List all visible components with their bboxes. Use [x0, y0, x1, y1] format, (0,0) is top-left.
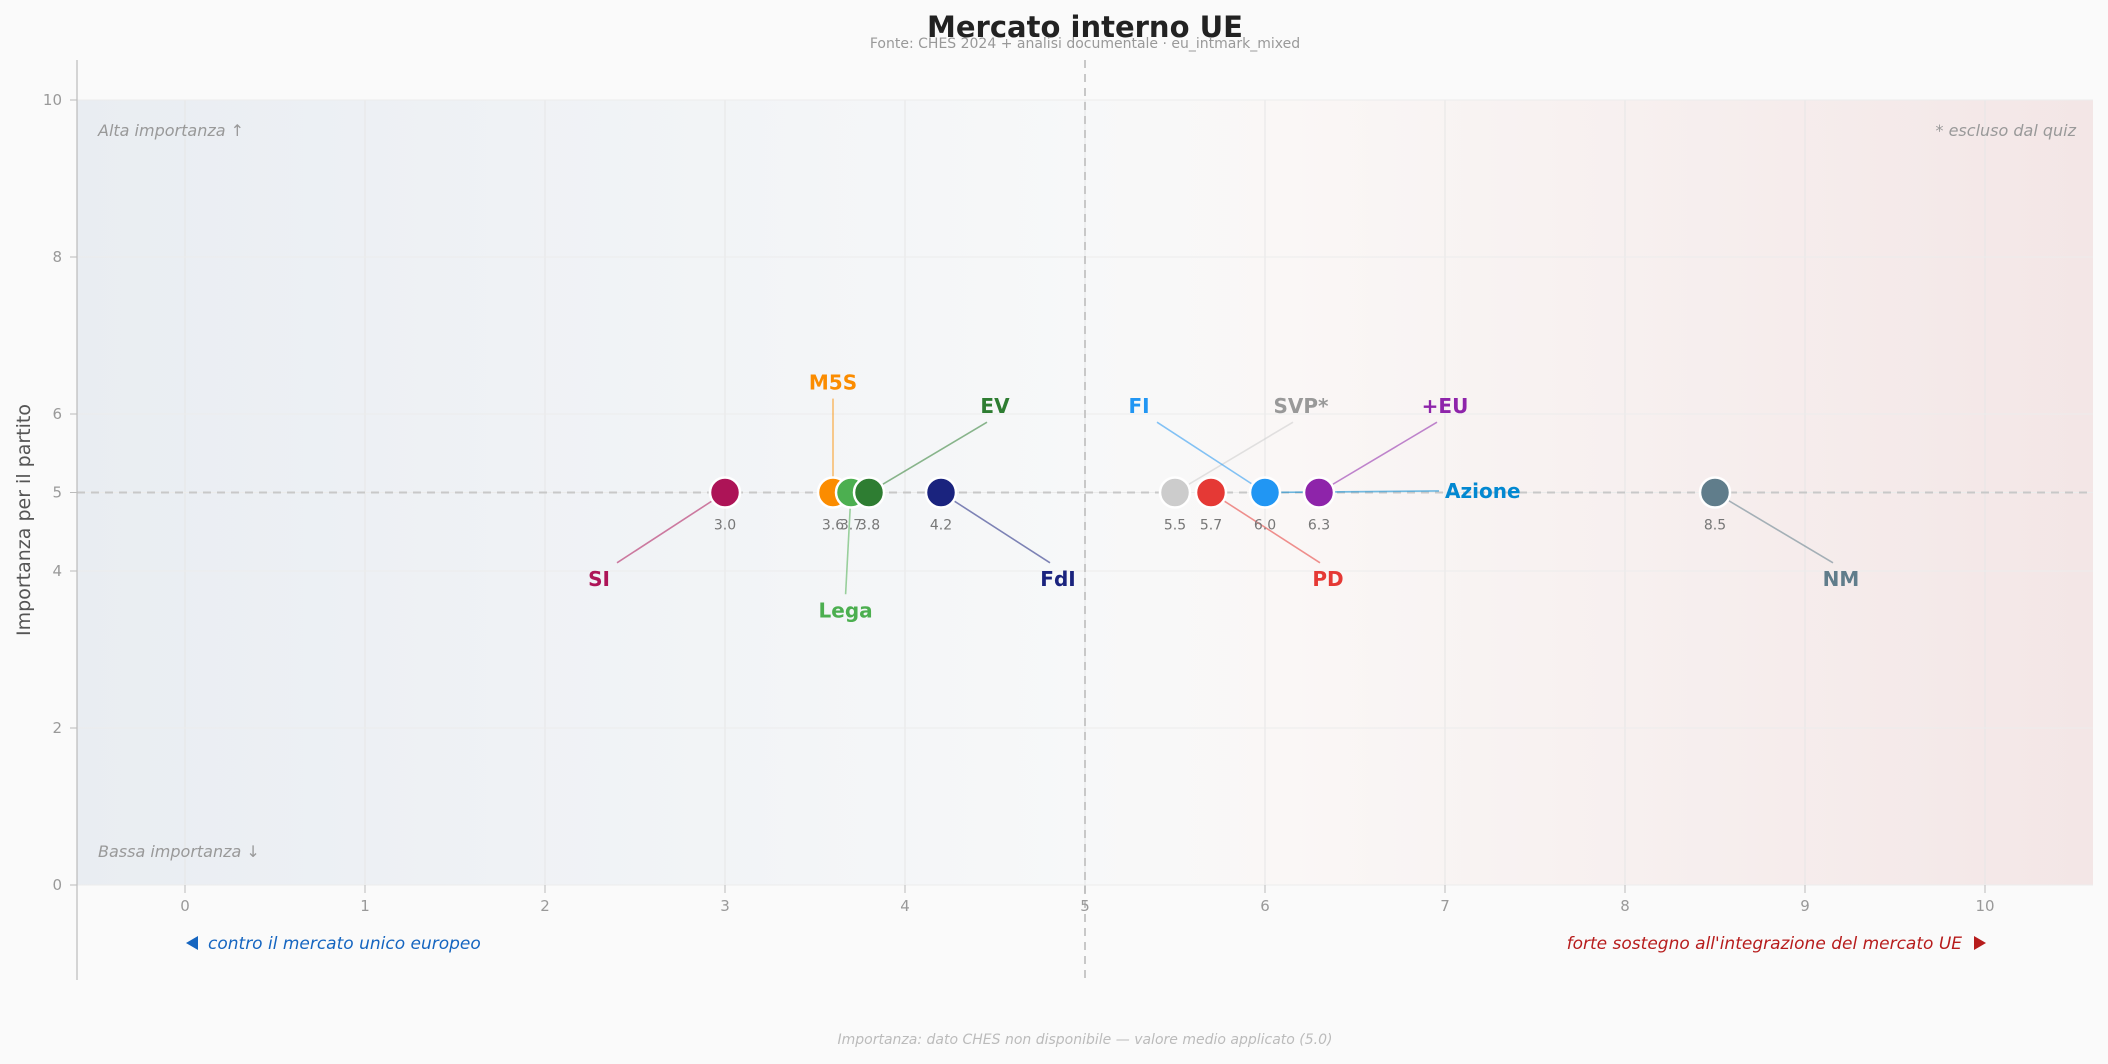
leader-line [1714, 491, 1834, 564]
x-tick-label: 9 [1800, 897, 1810, 915]
point-marker [924, 476, 958, 509]
leader-line [616, 491, 726, 564]
point-value-label: 6.0 [1254, 518, 1276, 534]
leader-line [844, 492, 852, 595]
point-value-label: 6.3 [1308, 518, 1330, 534]
point-marker [1248, 476, 1282, 509]
x-axis-label-left-text: contro il mercato unico europeo [208, 934, 481, 954]
x-axis-label-left: contro il mercato unico europeo [186, 934, 481, 954]
x-tick-label: 4 [900, 897, 910, 915]
y-tick-label: 4 [52, 562, 62, 580]
leader-line [1264, 490, 1440, 494]
point-value-label: 5.7 [1200, 518, 1222, 534]
x-axis-label-right: forte sostegno all'integrazione del merc… [1567, 934, 1986, 954]
point-value-label: 5.5 [1164, 518, 1186, 534]
x-tick-label: 2 [540, 897, 550, 915]
point-name-label: NM [1823, 567, 1860, 591]
x-tick-label: 1 [360, 897, 370, 915]
corner-label-top-left: Alta importanza ↑ [97, 121, 244, 140]
point-name-label: Lega [819, 598, 873, 622]
footer-note: Importanza: dato CHES non disponibile — … [838, 1032, 1333, 1048]
point-name-label: FI [1128, 394, 1149, 418]
chart-title: Mercato interno UE [927, 10, 1243, 44]
y-tick-label: 8 [52, 248, 62, 266]
reference-lines [77, 60, 2093, 980]
point-name-label: FdI [1040, 567, 1075, 591]
point-value-label: 8.5 [1704, 518, 1726, 534]
corner-label-bottom-left: Bassa importanza ↓ [98, 842, 260, 861]
point-marker [708, 476, 742, 509]
point-marker [1158, 476, 1192, 509]
corner-label-top-right: * escluso dal quiz [1936, 121, 2077, 140]
point-value-label: 3.7 [840, 518, 862, 534]
point-labels: 3.0 SI 3.6 M5S 3.7 Lega 3.8 EV 4.2 FdI 5.5 SVP* 5.7 P… [588, 371, 1859, 623]
x-axis-label-right-text: forte sostegno all'integrazione del merc… [1567, 934, 1963, 954]
x-tick-label: 10 [1975, 897, 1994, 915]
point-marker [852, 476, 886, 509]
leader-lines [616, 398, 1834, 595]
point-name-label: SVP* [1274, 394, 1330, 418]
point-name-label: M5S [809, 371, 857, 395]
data-points [708, 476, 1732, 509]
axis-ticks: 0 1 2 3 4 5 6 7 8 9 10 0 2 4 5 6 8 10 [43, 91, 1995, 915]
point-name-label: PD [1312, 567, 1343, 591]
leader-line [868, 421, 988, 494]
chart-subtitle: Fonte: CHES 2024 + analisi documentale ·… [870, 36, 1300, 52]
x-tick-label: 0 [180, 897, 190, 915]
point-marker [1194, 476, 1228, 509]
arrow-left-icon [186, 936, 198, 950]
x-tick-label: 5 [1080, 897, 1090, 915]
leader-line [1174, 421, 1294, 494]
point-value-label: 3.8 [858, 518, 880, 534]
point-value-label: 3.6 [822, 518, 844, 534]
point-value-label: 4.2 [930, 518, 952, 534]
y-tick-label: 0 [52, 876, 62, 894]
point-value-label: 3.0 [714, 518, 736, 534]
leader-line [1210, 491, 1321, 564]
point-name-label: EV [980, 394, 1010, 418]
leader-line [1156, 421, 1266, 494]
leader-line [1318, 421, 1438, 494]
point-name-label: +EU [1422, 394, 1469, 418]
y-tick-label: 10 [43, 91, 62, 109]
point-marker [1698, 476, 1732, 509]
y-tick-label: 5 [52, 484, 62, 502]
point-name-label: Azione [1445, 479, 1521, 503]
x-tick-label: 3 [720, 897, 730, 915]
y-axis-label: Importanza per il partito [13, 404, 35, 636]
leader-line [940, 491, 1051, 564]
point-marker [1302, 476, 1336, 509]
x-tick-label: 6 [1260, 897, 1270, 915]
y-tick-label: 2 [52, 719, 62, 737]
y-tick-label: 6 [52, 405, 62, 423]
x-tick-label: 8 [1620, 897, 1630, 915]
x-tick-label: 7 [1440, 897, 1450, 915]
arrow-right-icon [1974, 936, 1986, 950]
point-name-label: SI [588, 567, 610, 591]
